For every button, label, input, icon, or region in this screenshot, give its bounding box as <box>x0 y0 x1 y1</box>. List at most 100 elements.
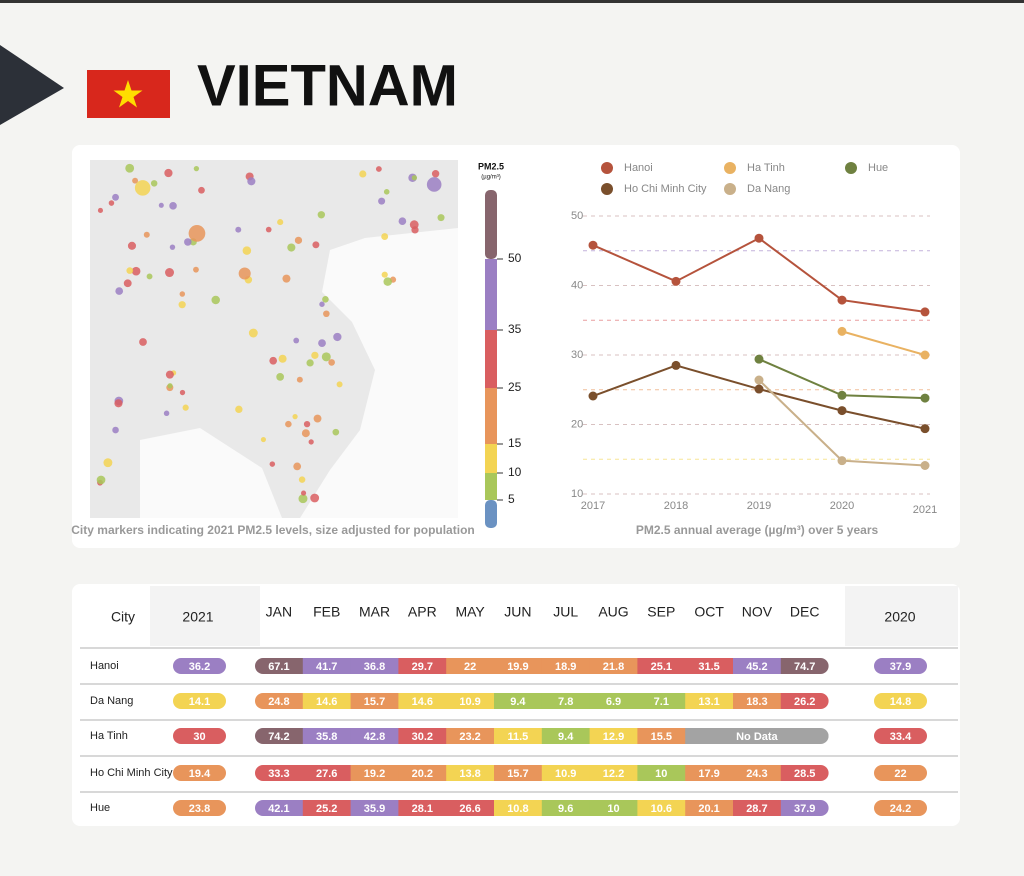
month-value: 42.8 <box>364 731 385 743</box>
month-cell <box>541 658 591 674</box>
month-value: 33.3 <box>268 768 289 780</box>
map-marker <box>426 177 442 192</box>
month-value: 10.9 <box>459 696 480 708</box>
colorbar-label: 25 <box>508 380 522 394</box>
pill <box>874 658 927 674</box>
month-cell <box>494 728 543 744</box>
map-marker <box>150 180 158 187</box>
legend-label: Ha Tinh <box>747 162 785 174</box>
month-cell <box>350 800 399 816</box>
month-value: 7.8 <box>558 696 573 708</box>
map-marker <box>293 462 302 471</box>
month-value: 42.1 <box>268 803 289 815</box>
map-marker <box>198 186 205 194</box>
city-name: Ho Chi Minh City <box>90 767 173 779</box>
pill-value: 14.1 <box>189 696 210 708</box>
month-cell <box>446 765 495 781</box>
month-value: 35.9 <box>364 803 385 815</box>
pill <box>874 693 927 709</box>
data-point <box>837 390 847 400</box>
map-marker <box>269 356 278 365</box>
map-marker <box>188 225 206 242</box>
column-header: APR <box>408 604 437 620</box>
pill-value: 30 <box>193 731 205 743</box>
column-header: JUN <box>504 604 531 620</box>
column-header: JAN <box>266 604 292 620</box>
map-marker <box>317 211 326 219</box>
month-cell <box>637 658 686 674</box>
month-cell <box>589 800 638 816</box>
month-value: 6.9 <box>606 696 621 708</box>
month-cell <box>589 765 638 781</box>
month-cell <box>733 693 782 709</box>
map-marker <box>112 426 119 434</box>
legend-swatch <box>845 162 857 174</box>
y-tick-label: 40 <box>571 279 583 291</box>
colorbar-segment <box>485 444 497 473</box>
data-point <box>837 295 847 305</box>
map-marker <box>287 243 296 252</box>
month-cell <box>780 658 829 674</box>
month-cell <box>733 800 782 816</box>
month-value: 24.3 <box>746 768 767 780</box>
map-marker <box>323 310 330 318</box>
data-point <box>920 307 930 317</box>
month-value: 29.7 <box>412 661 433 673</box>
map-marker <box>112 193 119 201</box>
month-cell <box>541 765 591 781</box>
column-header: MAY <box>455 604 485 620</box>
city-name: Ha Tinh <box>90 730 128 742</box>
map-marker <box>375 166 382 172</box>
month-value: 36.8 <box>364 661 385 673</box>
pill-value: 33.4 <box>890 731 912 743</box>
map-marker <box>242 246 252 255</box>
column-header: JUL <box>553 604 578 620</box>
map-marker <box>179 389 186 396</box>
map-marker <box>332 428 340 436</box>
map-marker <box>311 351 319 359</box>
month-cell <box>398 800 447 816</box>
map-marker <box>411 175 418 181</box>
map-marker <box>431 169 440 178</box>
map-marker <box>184 238 192 246</box>
month-value: 13.1 <box>698 696 719 708</box>
map-marker <box>165 370 174 379</box>
chart-caption: PM2.5 annual average (µg/m³) over 5 year… <box>636 523 879 537</box>
map-marker <box>276 373 285 381</box>
legend-title: PM2.5 <box>478 161 504 171</box>
month-value: 37.9 <box>794 803 815 815</box>
map-marker <box>115 287 124 295</box>
map-marker <box>131 266 141 276</box>
month-value: 10 <box>655 768 667 780</box>
pill <box>874 800 927 816</box>
series-line <box>841 330 926 356</box>
month-cell <box>637 800 686 816</box>
legend-swatch <box>601 183 613 195</box>
map-sea <box>300 228 458 518</box>
month-value: 7.1 <box>654 696 669 708</box>
map-marker <box>127 241 137 250</box>
month-cell <box>685 800 734 816</box>
month-cell <box>589 693 638 709</box>
map-marker <box>359 170 367 178</box>
month-cell <box>494 765 543 781</box>
map-marker <box>139 338 147 346</box>
map-marker <box>163 410 170 417</box>
no-data-cell <box>685 728 829 744</box>
map-marker <box>179 291 186 297</box>
month-value: 23.2 <box>459 731 480 743</box>
map-marker <box>381 233 389 240</box>
month-cell <box>589 658 638 674</box>
month-value: 35.8 <box>316 731 337 743</box>
pill <box>173 800 226 816</box>
map-marker <box>398 217 407 226</box>
month-cell <box>685 658 734 674</box>
no-data-label: No Data <box>736 731 778 743</box>
month-value: 26.6 <box>459 803 480 815</box>
month-cell <box>733 658 782 674</box>
month-value: 74.7 <box>794 661 815 673</box>
map-marker <box>298 494 308 504</box>
data-point <box>837 326 847 336</box>
map-marker <box>108 200 115 206</box>
column-header: 2021 <box>182 609 213 625</box>
